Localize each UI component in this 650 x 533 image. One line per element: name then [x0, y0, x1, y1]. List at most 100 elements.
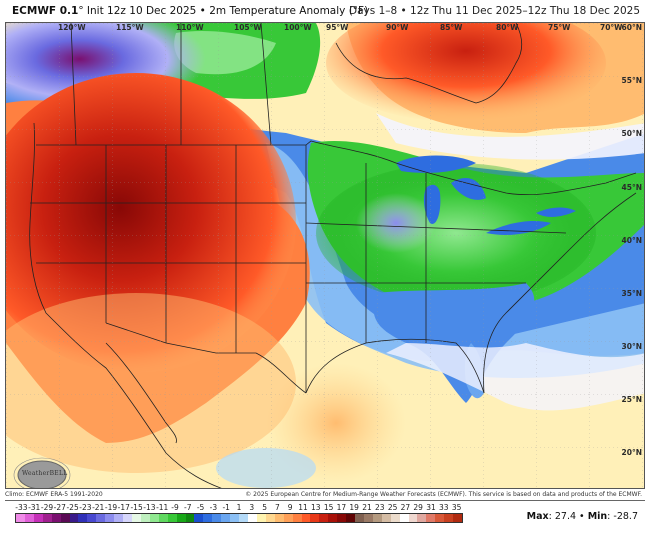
colorbar-swatch — [408, 514, 418, 522]
colorbar-tick-label: -17 — [117, 503, 130, 512]
colorbar — [15, 513, 463, 523]
colorbar-swatch — [444, 514, 454, 522]
copyright-notice: © 2025 European Centre for Medium-Range … — [245, 491, 642, 498]
colorbar-swatch — [203, 514, 213, 522]
stats-separator: • — [579, 511, 585, 522]
colorbar-swatch — [453, 514, 463, 522]
colorbar-tick-label: 35 — [451, 503, 462, 512]
colorbar-swatch — [158, 514, 168, 522]
colorbar-tick-label: 31 — [426, 503, 436, 512]
colorbar-tick-label: 11 — [298, 503, 308, 512]
colorbar-swatch — [399, 514, 409, 522]
colorbar-tick-label: -15 — [130, 503, 143, 512]
colorbar-swatch — [16, 514, 25, 522]
colorbar-tick-label: 25 — [387, 503, 398, 512]
map-canvas — [6, 23, 644, 488]
colorbar-ticks: -33 -31 -29 -27 -25 -23 -21 -19 -17 -15 -13 -11 -9 -7… — [10, 503, 470, 513]
lon-label-80w: 80°W — [496, 23, 519, 32]
footer-divider — [5, 500, 645, 501]
colorbar-swatch — [265, 514, 275, 522]
lon-label-95w: 95°W — [326, 23, 349, 32]
colorbar-swatch — [239, 514, 248, 522]
colorbar-tick-label: -11 — [156, 503, 169, 512]
lon-label-85w: 85°W — [440, 23, 463, 32]
colorbar-swatch — [96, 514, 106, 522]
colorbar-tick-label: 15 — [323, 503, 334, 512]
colorbar-tick-label: -23 — [79, 503, 92, 512]
colorbar-tick-label: -7 — [184, 503, 192, 512]
colorbar-tick-label: 33 — [439, 503, 449, 512]
colorbar-swatch — [256, 514, 266, 522]
colorbar-swatch — [149, 514, 159, 522]
colorbar-swatch — [176, 514, 186, 522]
lon-label-115w: 115°W — [116, 23, 144, 32]
colorbar-tick-label: -3 — [209, 503, 218, 512]
colorbar-swatch — [337, 514, 347, 522]
max-value: 27.4 — [554, 511, 577, 522]
lon-label-105w: 105°W — [234, 23, 262, 32]
header: ECMWF 0.1° Init 12z 10 Dec 2025 • 2m Tem… — [0, 0, 650, 20]
colorbar-tick-label: -25 — [66, 503, 79, 512]
colorbar-swatch — [319, 514, 329, 522]
colorbar-tick-label: -9 — [171, 503, 179, 512]
colorbar-tick-label: 1 — [236, 503, 242, 512]
colorbar-swatch — [355, 514, 364, 522]
colorbar-tick-label: 29 — [413, 503, 423, 512]
colorbar-tick-label: -33 — [15, 503, 28, 512]
lat-label-35n: 35°N — [621, 289, 642, 298]
colorbar-tick-label: 7 — [275, 503, 280, 512]
colorbar-swatch — [140, 514, 150, 522]
colorbar-swatch — [51, 514, 61, 522]
colorbar-swatch — [426, 514, 436, 522]
colorbar-swatch — [42, 514, 52, 522]
lat-label-50n: 50°N — [621, 129, 642, 138]
lat-label-20n: 20°N — [621, 448, 642, 457]
colorbar-swatch — [123, 514, 132, 522]
colorbar-swatch — [328, 514, 338, 522]
colorbar-swatch — [131, 514, 141, 522]
colorbar-tick-label: -31 — [28, 503, 41, 512]
colorbar-tick-label: -5 — [196, 503, 205, 512]
colorbar-tick-label: -13 — [143, 503, 156, 512]
lat-label-45n: 45°N — [621, 183, 642, 192]
lon-label-100w: 100°W — [284, 23, 312, 32]
colorbar-swatch — [221, 514, 231, 522]
colorbar-tick-label: 3 — [249, 503, 255, 512]
map-title: ECMWF 0.1° Init 12z 10 Dec 2025 • 2m Tem… — [12, 5, 368, 17]
colorbar-tick-label: 23 — [375, 503, 385, 512]
colorbar-swatch — [390, 514, 400, 522]
max-label: Max — [526, 511, 549, 522]
colorbar-tick-label: -27 — [53, 503, 66, 512]
colorbar-tick-label: 27 — [400, 503, 411, 512]
init-text: Init 12z 10 Dec 2025 • 2m Temperature An… — [83, 5, 369, 17]
colorbar-tick-label: 19 — [349, 503, 359, 512]
lon-label-120w: 120°W — [58, 23, 86, 32]
colorbar-tick-label: -1 — [222, 503, 230, 512]
colorbar-swatch — [346, 514, 356, 522]
colorbar-swatch — [283, 514, 293, 522]
lon-label-75w: 75°W — [548, 23, 571, 32]
colorbar-swatch — [381, 514, 391, 522]
colorbar-swatch — [60, 514, 70, 522]
colorbar-tick-label: 21 — [362, 503, 372, 512]
colorbar-swatch — [247, 514, 257, 522]
colorbar-tick-label: 17 — [336, 503, 347, 512]
colorbar-swatch — [194, 514, 204, 522]
min-label: Min — [587, 511, 608, 522]
colorbar-tick-label: -29 — [40, 503, 54, 512]
colorbar-swatch — [230, 514, 240, 522]
colorbar-swatch — [167, 514, 177, 522]
lon-label-70w: 70°W — [600, 23, 623, 32]
valid-range: Days 1–8 • 12z Thu 11 Dec 2025–12z Thu 1… — [349, 5, 640, 17]
lat-label-30n: 30°N — [621, 342, 642, 351]
weatherbell-logo: WeatherBELL — [22, 470, 68, 477]
model-name: ECMWF 0.1 — [12, 5, 79, 17]
max-min-stats: Max: 27.4 • Min: -28.7 — [526, 511, 638, 522]
colorbar-tick-label: -21 — [92, 503, 105, 512]
lat-label-60n: 60°N — [621, 23, 642, 32]
colorbar-swatch — [114, 514, 124, 522]
colorbar-swatch — [185, 514, 195, 522]
colorbar-swatch — [435, 514, 445, 522]
colorbar-swatch — [78, 514, 88, 522]
lat-label-25n: 25°N — [621, 395, 642, 404]
